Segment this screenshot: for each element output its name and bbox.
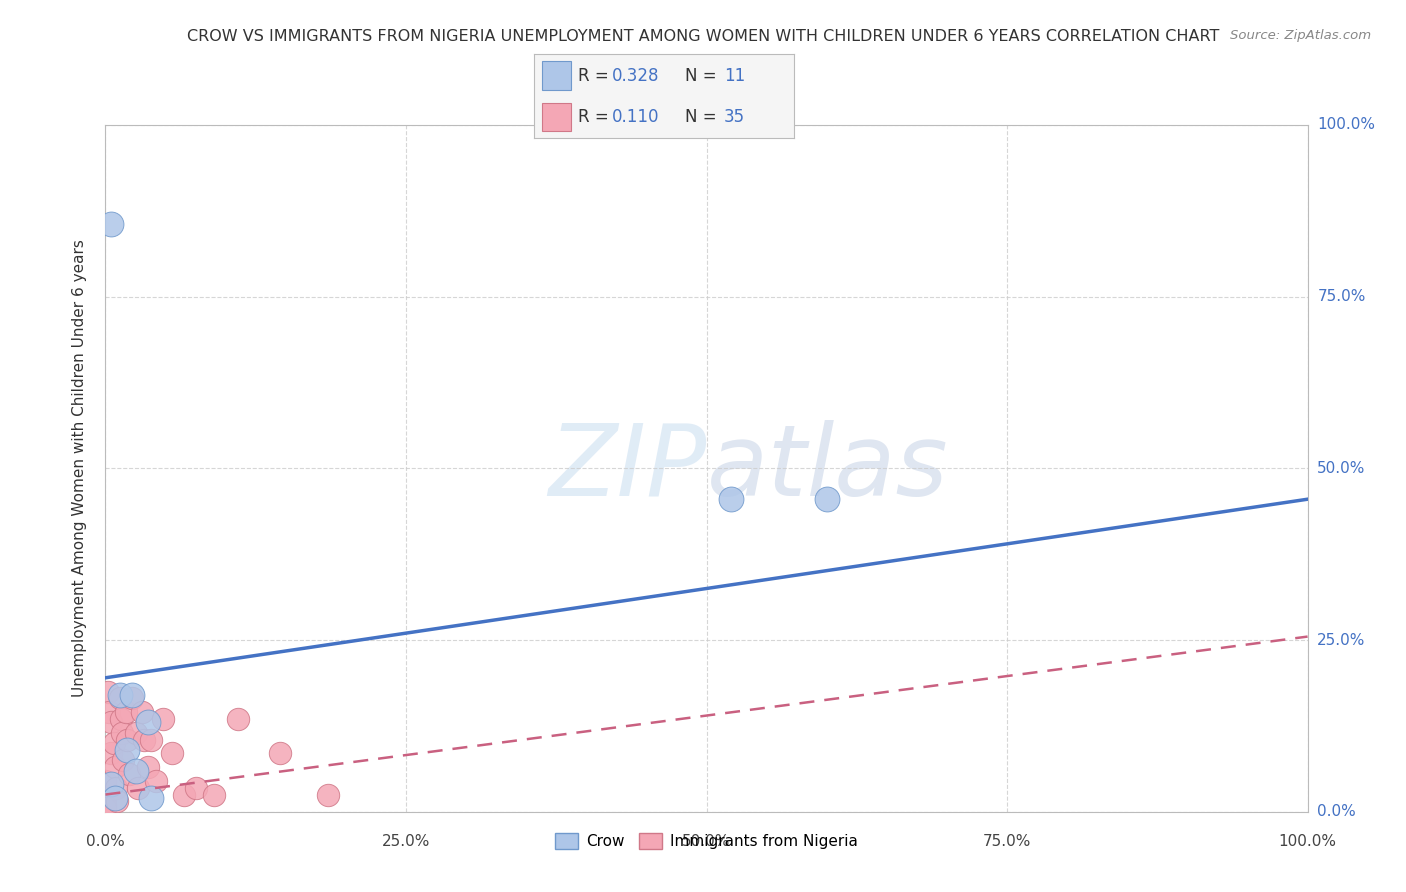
- Text: Source: ZipAtlas.com: Source: ZipAtlas.com: [1230, 29, 1371, 42]
- Point: [720, 492, 742, 507]
- Point: [136, 715, 159, 730]
- Bar: [543, 103, 571, 131]
- Text: N =: N =: [685, 108, 717, 126]
- Point: [127, 780, 149, 795]
- Text: 11: 11: [724, 67, 745, 85]
- Text: 25.0%: 25.0%: [382, 834, 430, 849]
- Point: [139, 791, 162, 805]
- Legend: Crow, Immigrants from Nigeria: Crow, Immigrants from Nigeria: [548, 828, 865, 855]
- Text: CROW VS IMMIGRANTS FROM NIGERIA UNEMPLOYMENT AMONG WOMEN WITH CHILDREN UNDER 6 Y: CROW VS IMMIGRANTS FROM NIGERIA UNEMPLOY…: [187, 29, 1219, 44]
- Point: [108, 688, 131, 702]
- Point: [104, 760, 127, 774]
- Point: [100, 218, 122, 232]
- Point: [100, 715, 122, 730]
- Point: [100, 777, 122, 791]
- Point: [121, 688, 143, 702]
- Text: R =: R =: [578, 108, 609, 126]
- Text: atlas: atlas: [707, 420, 948, 516]
- Point: [94, 797, 117, 812]
- Point: [316, 788, 339, 802]
- Point: [115, 705, 138, 719]
- Text: 50.0%: 50.0%: [1317, 461, 1365, 475]
- Point: [160, 747, 183, 761]
- Point: [152, 712, 174, 726]
- Text: 35: 35: [724, 108, 745, 126]
- Point: [184, 780, 207, 795]
- Point: [97, 684, 120, 698]
- Bar: [543, 62, 571, 90]
- Point: [145, 773, 167, 788]
- Point: [94, 791, 117, 805]
- Point: [118, 767, 141, 781]
- Point: [202, 788, 225, 802]
- Point: [124, 764, 146, 778]
- Point: [107, 794, 129, 808]
- Text: 25.0%: 25.0%: [1317, 632, 1365, 648]
- Point: [105, 780, 128, 795]
- Text: 0.0%: 0.0%: [1317, 805, 1355, 819]
- Text: 0.0%: 0.0%: [86, 834, 125, 849]
- Point: [94, 801, 117, 815]
- Point: [104, 791, 127, 805]
- Point: [98, 705, 121, 719]
- Text: N =: N =: [685, 67, 717, 85]
- Text: 75.0%: 75.0%: [983, 834, 1031, 849]
- Point: [132, 732, 155, 747]
- Text: ZIP: ZIP: [548, 420, 707, 516]
- Point: [121, 691, 143, 706]
- Point: [103, 736, 125, 750]
- Point: [100, 747, 122, 761]
- Text: 0.328: 0.328: [613, 67, 659, 85]
- Text: R =: R =: [578, 67, 609, 85]
- Point: [112, 753, 135, 767]
- Point: [124, 725, 146, 739]
- Point: [269, 747, 291, 761]
- Point: [173, 788, 195, 802]
- Point: [108, 691, 131, 706]
- Text: 75.0%: 75.0%: [1317, 289, 1365, 304]
- Text: 100.0%: 100.0%: [1278, 834, 1337, 849]
- Point: [815, 492, 838, 507]
- Point: [94, 773, 117, 788]
- Point: [136, 760, 159, 774]
- Point: [110, 712, 132, 726]
- Point: [111, 725, 134, 739]
- Point: [115, 743, 138, 757]
- Point: [139, 732, 162, 747]
- Point: [115, 732, 138, 747]
- Text: 100.0%: 100.0%: [1317, 118, 1375, 132]
- Text: 0.110: 0.110: [613, 108, 659, 126]
- Y-axis label: Unemployment Among Women with Children Under 6 years: Unemployment Among Women with Children U…: [72, 239, 87, 698]
- Text: 50.0%: 50.0%: [682, 834, 731, 849]
- Point: [226, 712, 249, 726]
- Point: [131, 705, 153, 719]
